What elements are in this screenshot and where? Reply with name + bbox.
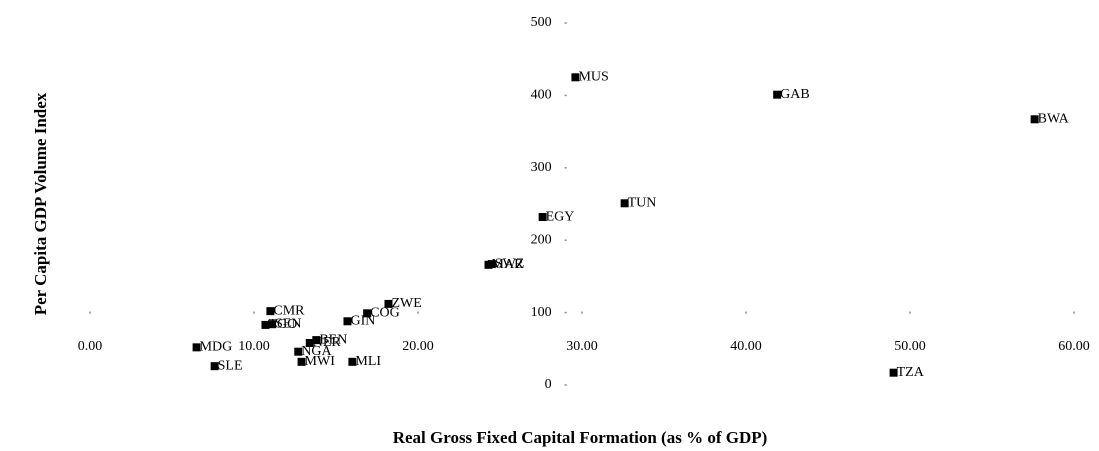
y-tick-label: 500 <box>531 15 552 30</box>
point-label: TZA <box>897 365 925 380</box>
y-tick-label: 0 <box>545 377 552 392</box>
y-tick-label: 100 <box>531 305 552 320</box>
point <box>312 336 321 345</box>
point <box>571 73 580 82</box>
point <box>889 368 898 377</box>
point-label: MDG <box>200 340 233 355</box>
point <box>268 320 277 329</box>
point-label: MLI <box>355 354 381 369</box>
point-label: BEN <box>319 332 347 347</box>
point-label: SLE <box>218 358 243 373</box>
y-tick-label: 400 <box>531 88 552 103</box>
x-axis-title: Real Gross Fixed Capital Formation (as %… <box>393 428 768 447</box>
x-tick-label: 20.00 <box>402 339 434 354</box>
x-tick-label: 0.00 <box>78 339 103 354</box>
point-label: SWZ <box>495 256 525 271</box>
point <box>1030 115 1039 124</box>
point <box>343 317 352 326</box>
point <box>348 357 357 366</box>
y-tick-label: 300 <box>531 160 552 175</box>
x-tick-label: 50.00 <box>894 339 926 354</box>
point <box>538 213 547 222</box>
point-label: MWI <box>305 354 336 369</box>
point-label: CMR <box>273 303 305 318</box>
point-label: NGA <box>301 344 332 359</box>
point <box>484 260 493 269</box>
point <box>305 339 314 348</box>
point-label: GAB <box>780 87 810 102</box>
point-label: BWA <box>1038 112 1070 127</box>
point <box>210 362 219 371</box>
point-label: GIN <box>350 314 375 329</box>
point <box>261 320 270 329</box>
point <box>384 299 393 308</box>
point <box>620 199 629 208</box>
point-label: EGY <box>546 209 575 224</box>
y-axis-title: Per Capita GDP Volume Index <box>31 92 50 315</box>
point <box>266 307 275 316</box>
point-label: MAR <box>492 257 525 272</box>
point-label: NER <box>313 335 342 350</box>
point-label: MUS <box>578 70 608 85</box>
x-tick-label: 40.00 <box>730 339 762 354</box>
point-label: ZWE <box>391 296 421 311</box>
point <box>363 309 372 318</box>
point <box>773 90 782 99</box>
x-tick-label: 60.00 <box>1058 339 1090 354</box>
y-tick-label: 200 <box>531 232 552 247</box>
point <box>192 343 201 352</box>
point-label: TUN <box>628 195 657 210</box>
x-tick-label: 10.00 <box>238 339 270 354</box>
x-tick-label: 30.00 <box>566 339 598 354</box>
point-label: SEN <box>275 316 301 331</box>
point-label: COG <box>370 306 400 321</box>
point <box>297 357 306 366</box>
point <box>294 347 303 356</box>
